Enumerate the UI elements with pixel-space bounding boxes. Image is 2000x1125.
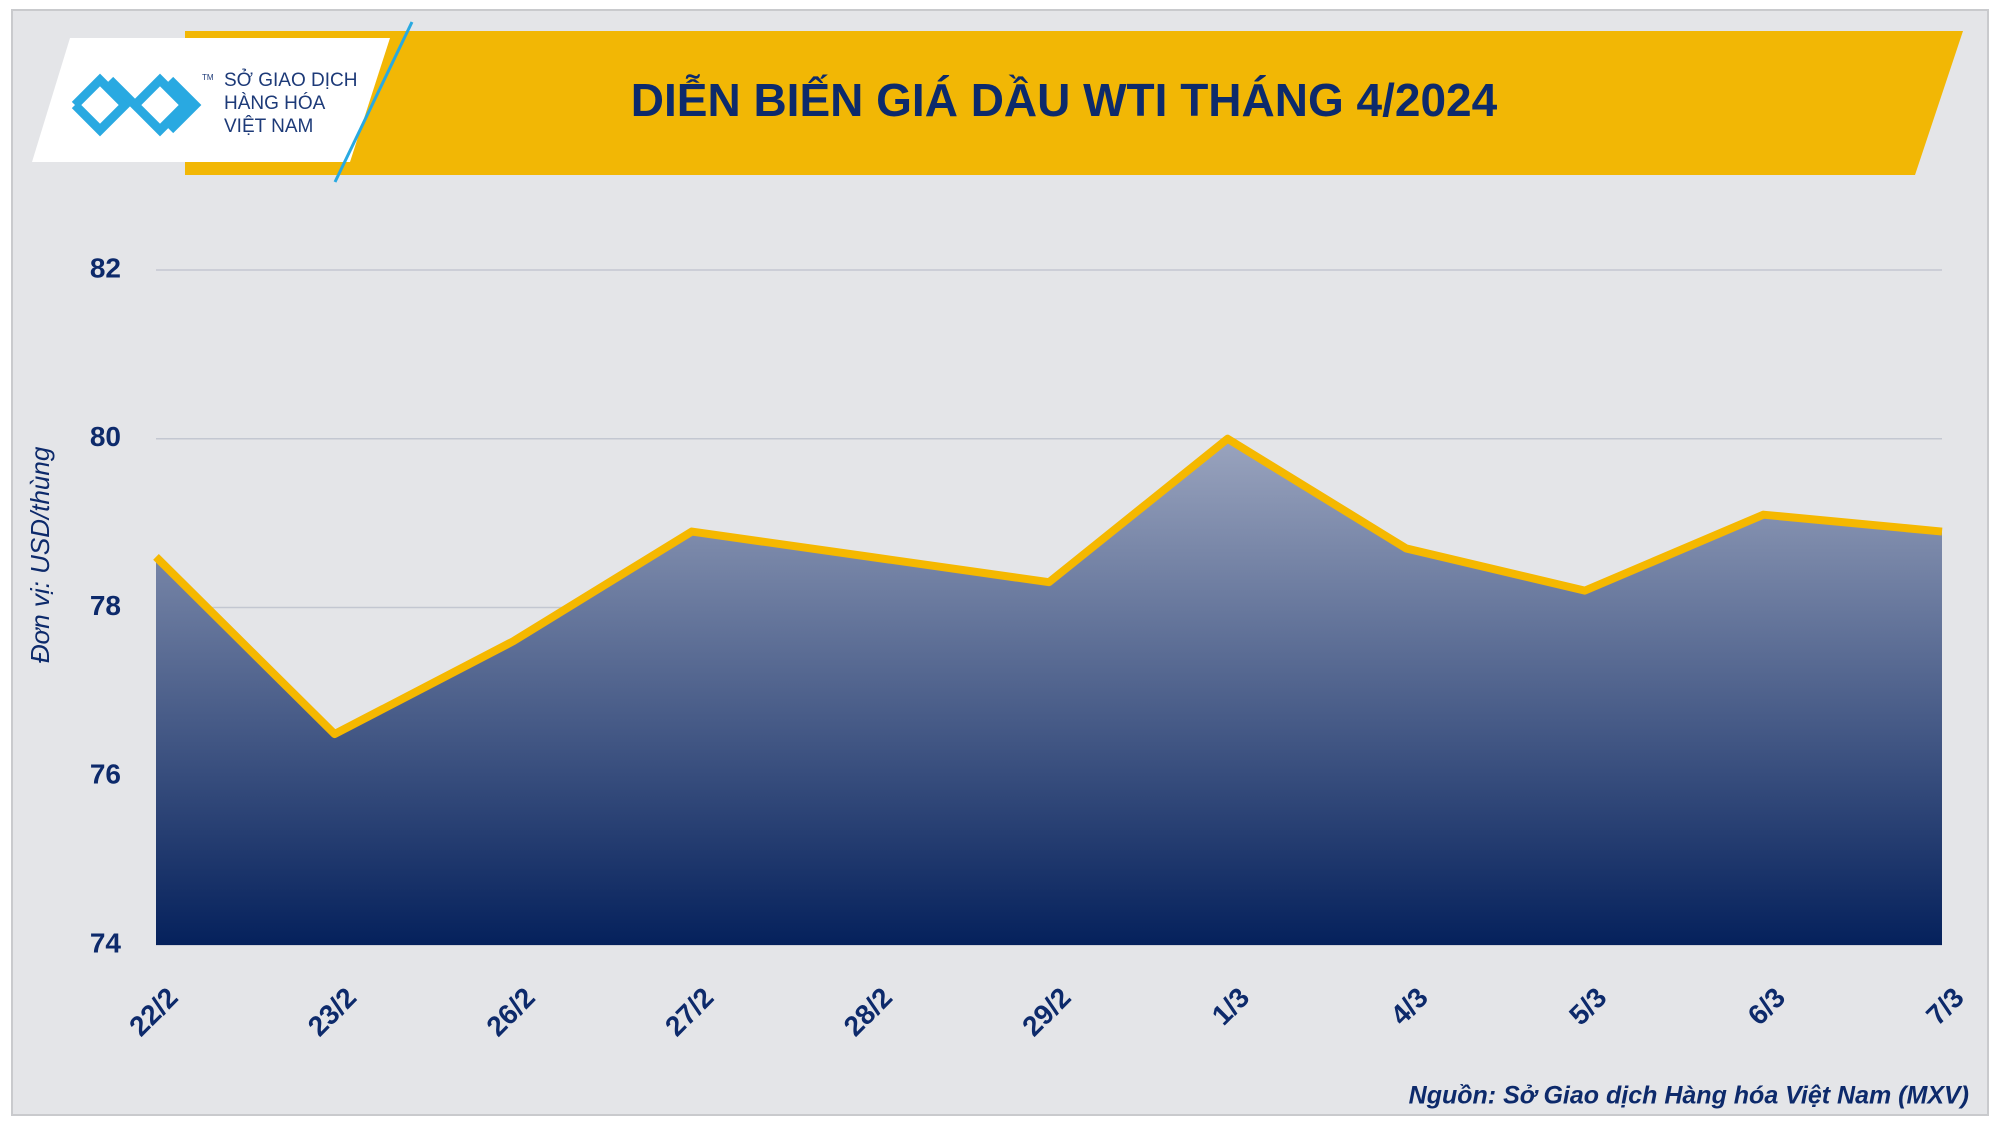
logo-text: HÀNG HÓA xyxy=(224,92,326,114)
logo-icon xyxy=(71,73,202,137)
logo-accent xyxy=(333,21,414,183)
chart-title: DIỄN BIẾN GIÁ DẦU WTI THÁNG 4/2024 xyxy=(631,74,1498,126)
y-tick-label: 76 xyxy=(90,759,121,790)
area xyxy=(156,438,1942,945)
source-note: Nguồn: Sở Giao dịch Hàng hóa Việt Nam (M… xyxy=(1409,1082,1969,1110)
y-tick-label: 74 xyxy=(90,927,122,958)
logo-tm: TM xyxy=(202,73,214,82)
y-tick-label: 78 xyxy=(90,590,121,621)
line xyxy=(153,434,1943,739)
logo-box xyxy=(32,38,390,162)
title-banner xyxy=(185,31,1963,175)
logo-text: SỞ GIAO DỊCH xyxy=(224,69,357,91)
y-tick-label: 82 xyxy=(90,252,121,283)
logo-text: VIỆT NAM xyxy=(224,115,313,137)
y-tick-label: 80 xyxy=(90,421,121,452)
y-axis-label: Đơn vị: USD/thùng xyxy=(25,446,55,663)
